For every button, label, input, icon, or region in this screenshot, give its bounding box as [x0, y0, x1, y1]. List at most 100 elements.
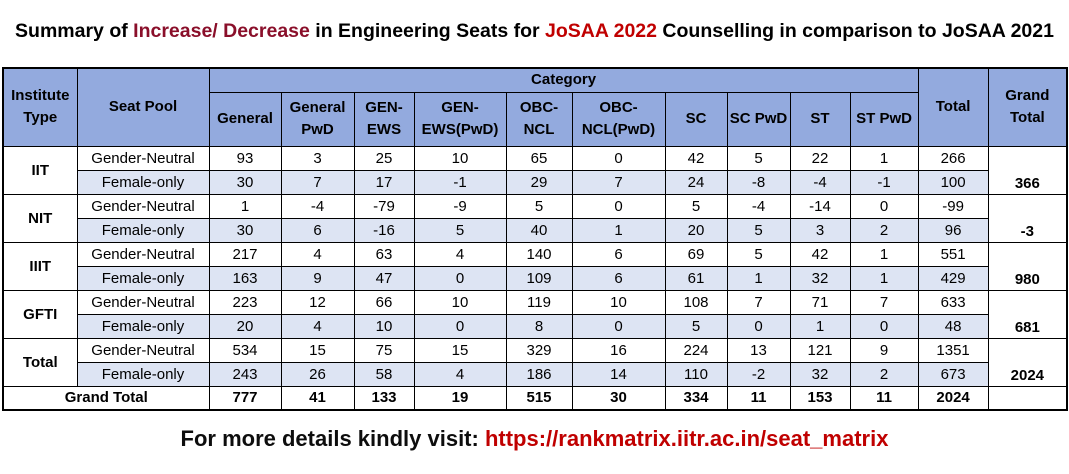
- header-category-2: GEN-EWS: [353, 91, 415, 147]
- table-row: NIT Gender-Neutral 1 -4 -79 -9 5 0 5 -4 -14 0 -99 -3: [2, 193, 1068, 243]
- grand-total-value-cell: 11: [849, 385, 919, 411]
- value-cell: -4: [789, 169, 851, 195]
- value-cell: -16: [353, 217, 415, 243]
- value-cell: 1: [849, 265, 919, 291]
- value-cell: -4: [280, 193, 355, 219]
- value-cell: 10: [571, 289, 666, 315]
- grand-total-value-cell: 515: [505, 385, 573, 411]
- value-cell: 119: [505, 289, 573, 315]
- group-grand-total-cell: 980: [987, 241, 1068, 291]
- value-cell: 10: [413, 145, 507, 171]
- value-cell: 10: [353, 313, 415, 339]
- value-cell: 6: [571, 241, 666, 267]
- title-part-3: in Engineering Seats for: [309, 20, 545, 42]
- header-category-4: OBC-NCL: [505, 91, 573, 147]
- footer-note: For more details kindly visit: https://r…: [0, 426, 1069, 452]
- header-institute-type: Institute Type: [2, 67, 78, 147]
- value-cell: 40: [505, 217, 573, 243]
- value-cell: 2: [849, 217, 919, 243]
- value-cell: 5: [726, 145, 791, 171]
- table-row: Female-only 163 9 47 0 109 6 61 1 32 1 429: [3, 265, 1067, 291]
- value-cell: 58: [353, 361, 415, 387]
- value-cell: 17: [353, 169, 415, 195]
- value-cell: -79: [353, 193, 415, 219]
- header-category-7: SC PwD: [726, 91, 791, 147]
- group-grand-total-cell: 2024: [987, 337, 1068, 387]
- grand-total-value-cell: 19: [413, 385, 507, 411]
- header-category-8: ST: [789, 91, 851, 147]
- value-cell: 22: [789, 145, 851, 171]
- value-cell: 66: [353, 289, 415, 315]
- value-cell: 5: [726, 241, 791, 267]
- title-highlight-increase-decrease: Increase/ Decrease: [133, 20, 310, 42]
- seat-pool-cell: Female-only: [76, 169, 210, 195]
- value-cell: 223: [208, 289, 282, 315]
- value-cell: 15: [280, 337, 355, 363]
- value-cell: -2: [726, 361, 791, 387]
- group-grand-total-cell: 366: [987, 145, 1068, 195]
- row-total-cell: 551: [917, 241, 989, 267]
- value-cell: 26: [280, 361, 355, 387]
- seat-pool-cell: Gender-Neutral: [76, 289, 210, 315]
- header-total: Total: [917, 67, 989, 147]
- value-cell: 32: [789, 265, 851, 291]
- value-cell: 217: [208, 241, 282, 267]
- value-cell: 20: [208, 313, 282, 339]
- value-cell: 2: [849, 361, 919, 387]
- value-cell: 5: [664, 193, 728, 219]
- table-row: Female-only 243 26 58 4 186 14 110 -2 32 2 673: [3, 361, 1067, 387]
- header-grand-total: Grand Total: [987, 67, 1068, 147]
- institute-type-cell: Total: [2, 337, 78, 387]
- group-grand-total-cell: -3: [987, 193, 1068, 243]
- value-cell: 0: [413, 265, 507, 291]
- institute-type-cell: NIT: [2, 193, 78, 243]
- value-cell: 16: [571, 337, 666, 363]
- value-cell: 3: [280, 145, 355, 171]
- seat-pool-cell: Gender-Neutral: [76, 193, 210, 219]
- table-row: Total Gender-Neutral 534 15 75 15 329 16 224 13 12…: [2, 337, 1068, 387]
- value-cell: 7: [849, 289, 919, 315]
- grand-total-row: Grand Total 777 41 133 19 515 30 334 11 153 11 2024: [2, 385, 1068, 411]
- value-cell: 13: [726, 337, 791, 363]
- table-row: Female-only 30 7 17 -1 29 7 24 -8 -4 -1 100: [3, 169, 1067, 195]
- seat-pool-cell: Gender-Neutral: [76, 145, 210, 171]
- value-cell: 121: [789, 337, 851, 363]
- seat-pool-cell: Gender-Neutral: [76, 337, 210, 363]
- value-cell: 109: [505, 265, 573, 291]
- value-cell: 5: [505, 193, 573, 219]
- header-category-0: General: [208, 91, 282, 147]
- value-cell: 140: [505, 241, 573, 267]
- value-cell: 329: [505, 337, 573, 363]
- grand-total-total-cell: 2024: [917, 385, 989, 411]
- footer-label: For more details kindly visit:: [180, 426, 485, 451]
- value-cell: 10: [413, 289, 507, 315]
- value-cell: 1: [571, 217, 666, 243]
- institute-type-cell: IIT: [2, 145, 78, 195]
- row-total-cell: 266: [917, 145, 989, 171]
- value-cell: 93: [208, 145, 282, 171]
- value-cell: 3: [789, 217, 851, 243]
- value-cell: 1: [849, 145, 919, 171]
- footer-link[interactable]: https://rankmatrix.iitr.ac.in/seat_matri…: [484, 426, 889, 451]
- value-cell: 5: [413, 217, 507, 243]
- seat-pool-cell: Gender-Neutral: [76, 241, 210, 267]
- value-cell: 4: [280, 313, 355, 339]
- value-cell: 42: [789, 241, 851, 267]
- group-grand-total-cell: 681: [987, 289, 1068, 339]
- grand-total-value-cell: 153: [789, 385, 851, 411]
- value-cell: -8: [726, 169, 791, 195]
- value-cell: -4: [726, 193, 791, 219]
- value-cell: -14: [789, 193, 851, 219]
- header-seat-pool: Seat Pool: [76, 67, 210, 147]
- value-cell: 534: [208, 337, 282, 363]
- value-cell: 1: [726, 265, 791, 291]
- value-cell: 32: [789, 361, 851, 387]
- value-cell: 30: [208, 217, 282, 243]
- row-total-cell: 673: [917, 361, 989, 387]
- value-cell: 5: [726, 217, 791, 243]
- value-cell: 47: [353, 265, 415, 291]
- value-cell: -1: [413, 169, 507, 195]
- value-cell: 25: [353, 145, 415, 171]
- header-category-3: GEN-EWS(PwD): [413, 91, 507, 147]
- value-cell: 24: [664, 169, 728, 195]
